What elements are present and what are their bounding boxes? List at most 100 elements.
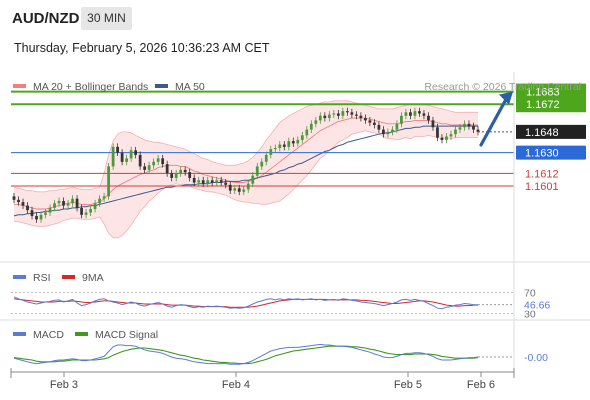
support-label: 1.1612: [525, 168, 559, 180]
candle-body: [80, 207, 83, 215]
candle-body: [102, 196, 106, 199]
candle-body: [409, 112, 412, 116]
candle-body: [201, 180, 205, 184]
candle-body: [449, 134, 453, 137]
candle-body: [300, 135, 304, 140]
macd-legend-swatch: [13, 332, 26, 336]
time-tick-label: Feb 5: [394, 379, 422, 391]
candle-body: [391, 129, 394, 132]
candle-body: [427, 115, 430, 121]
candle-body: [368, 120, 372, 123]
candle-body: [413, 111, 417, 116]
credit-text: Research © 2026 Trading Central: [424, 81, 581, 93]
candle-body: [197, 180, 201, 183]
last-price-label-bg: [516, 124, 586, 139]
candle-body: [282, 144, 286, 147]
candle-body: [377, 124, 381, 130]
bollinger-upper-line: [13, 100, 478, 193]
timestamp: Thursday, February 5, 2026 10:36:23 AM C…: [14, 41, 270, 55]
pivot-label: 1.1630: [525, 148, 559, 160]
candle-body: [332, 113, 336, 115]
macd-line: [13, 343, 479, 365]
candle-body: [422, 113, 426, 116]
candle-body: [116, 146, 119, 153]
macd-current-label: -0.00: [524, 352, 548, 364]
candle-body: [363, 118, 367, 121]
candle-body: [57, 200, 61, 204]
candle-body: [287, 141, 291, 147]
candle-body: [255, 166, 259, 176]
candle-body: [345, 111, 349, 113]
candle-body: [327, 114, 331, 119]
rsi-tick-label: 70: [524, 288, 536, 300]
candle-body: [138, 154, 142, 167]
legend-label: MA 20 + Bollinger Bands: [33, 81, 148, 93]
candle-body: [242, 189, 246, 192]
candle-body: [156, 158, 160, 162]
candle-body: [305, 129, 309, 136]
candle-body: [210, 180, 214, 183]
candle-body: [395, 123, 399, 130]
candle-body: [336, 113, 340, 116]
candle-body: [237, 188, 241, 192]
candle-body: [44, 212, 47, 215]
candle-body: [400, 115, 403, 124]
macd-panel: -0.00: [13, 343, 548, 365]
candle-body: [359, 115, 363, 119]
rsi-tick-label: 30: [524, 308, 536, 320]
time-axis: Feb 3 Feb 4 Feb 5 Feb 6: [10, 72, 515, 391]
candle-body: [71, 198, 74, 204]
candle-body: [278, 144, 282, 148]
ma50-line: [13, 125, 478, 217]
legend-swatch: [155, 84, 168, 88]
candle-body: [89, 209, 92, 213]
candle-body: [354, 114, 358, 116]
candle-body: [147, 165, 151, 170]
candle-body: [219, 180, 223, 183]
candle-body: [251, 175, 255, 184]
candle-body: [53, 203, 56, 208]
candle-body: [152, 161, 156, 166]
macd-legend-label: MACD Signal: [95, 329, 158, 341]
rsi-legend-swatch: [13, 275, 26, 279]
chart-header: AUD/NZD 30 MIN: [0, 0, 590, 36]
candle-body: [373, 122, 376, 125]
timeframe-badge[interactable]: 30 MIN: [81, 7, 132, 30]
support-label: 1.1601: [525, 181, 559, 193]
candle-body: [382, 129, 385, 135]
candle-body: [264, 154, 268, 162]
candle-body: [165, 164, 169, 174]
candle-body: [273, 148, 277, 150]
rsi-legend-label: 9MA: [82, 272, 104, 284]
candle-body: [143, 166, 147, 170]
candle-body: [323, 115, 327, 119]
candle-body: [66, 203, 70, 206]
candle-body: [291, 141, 295, 144]
candle-body: [246, 183, 250, 190]
forecast-arrow-shaft: [479, 95, 509, 147]
pivot-label-bg: [516, 145, 586, 160]
candle-body: [129, 150, 133, 159]
macd-legend-swatch: [75, 332, 88, 336]
candle-body: [12, 196, 16, 200]
candle-body: [161, 158, 165, 165]
candle-body: [120, 152, 124, 162]
bollinger-band-area: [14, 100, 478, 238]
candle-body: [17, 199, 20, 203]
rsi-current-label: 46.66: [524, 300, 550, 312]
candle-body: [463, 123, 466, 128]
legend-layer: MA 20 + Bollinger Bands MA 50 Research © 2…: [13, 81, 581, 341]
candle-body: [107, 166, 110, 197]
candle-body: [472, 126, 475, 130]
candle-body: [440, 137, 444, 140]
forecast-arrow-head: [499, 91, 513, 105]
candle-body: [467, 123, 471, 127]
candle-body: [458, 127, 462, 130]
resistance-label-bg: [516, 83, 586, 113]
candle-body: [179, 169, 183, 174]
legend-label: MA 50: [175, 81, 205, 93]
candle-body: [188, 172, 192, 178]
candle-body: [192, 177, 196, 183]
